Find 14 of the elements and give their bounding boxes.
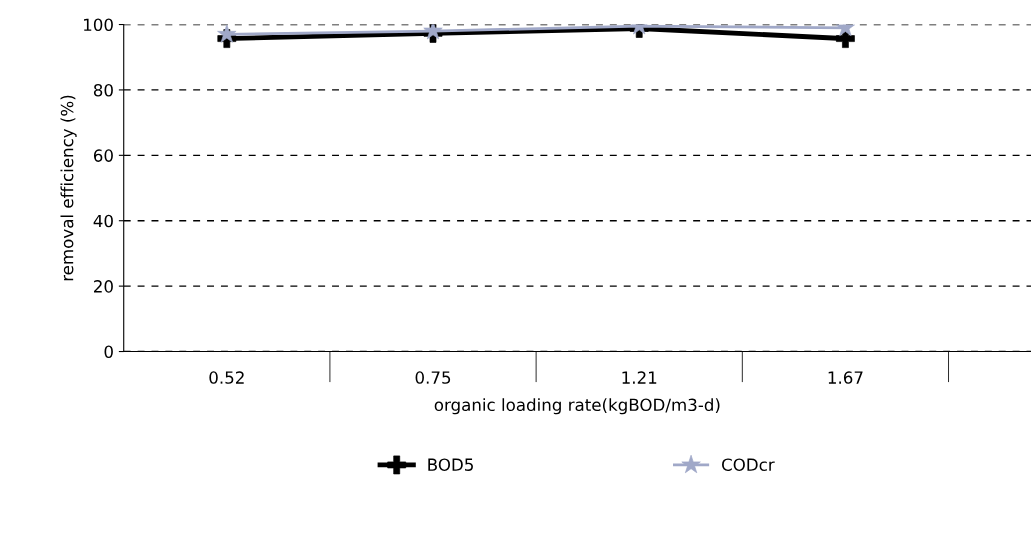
y-tick-label: 20	[94, 280, 113, 293]
y-tick-label: 80	[93, 83, 113, 97]
x-tick-label: 1.21	[622, 371, 657, 384]
x-tick-label: 1.67	[828, 371, 863, 384]
x-tick-label: 0.52	[209, 371, 244, 384]
x-axis-title: organic loading rate(kgBOD/m3-d)	[434, 398, 720, 415]
legend-label: BOD5	[428, 458, 473, 471]
y-tick-label: 60	[93, 149, 113, 162]
y-tick-label: 100	[84, 18, 113, 32]
y-tick-label: 40	[93, 214, 113, 228]
x-tick-label: 0.75	[415, 371, 451, 384]
legend-label: CODcr	[722, 458, 775, 471]
y-axis-title: removal efficiency (%)	[60, 95, 77, 281]
y-tick-label: 0	[104, 345, 113, 359]
